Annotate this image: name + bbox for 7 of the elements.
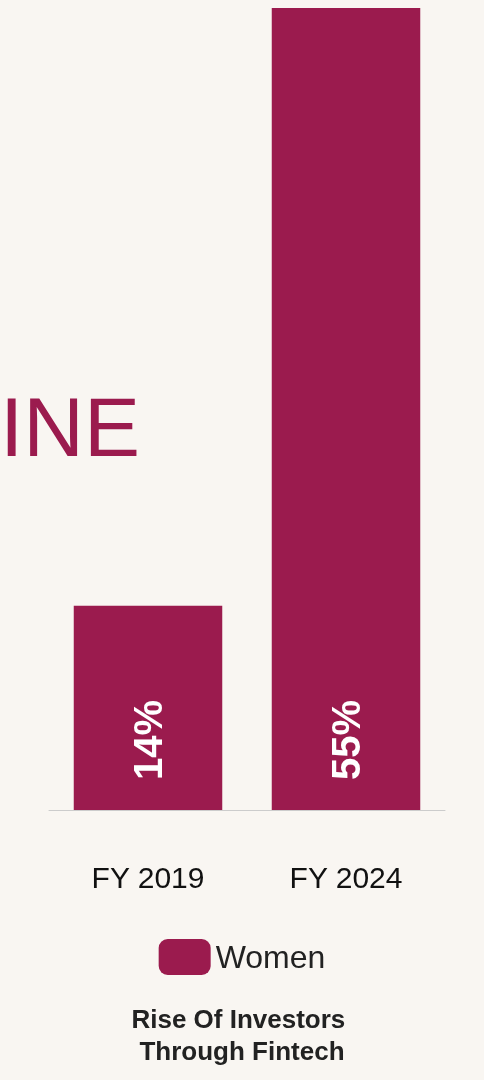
x-tick-label: FY 2024 [289,860,403,894]
legend-label: Women [215,939,326,975]
annotation: INE [0,380,141,474]
x-tick-label: FY 2019 [91,860,205,894]
data-label: 55% [324,699,368,780]
data-label: 14% [126,699,170,780]
text: Rise Of Investors Through Fintech [131,1004,353,1066]
